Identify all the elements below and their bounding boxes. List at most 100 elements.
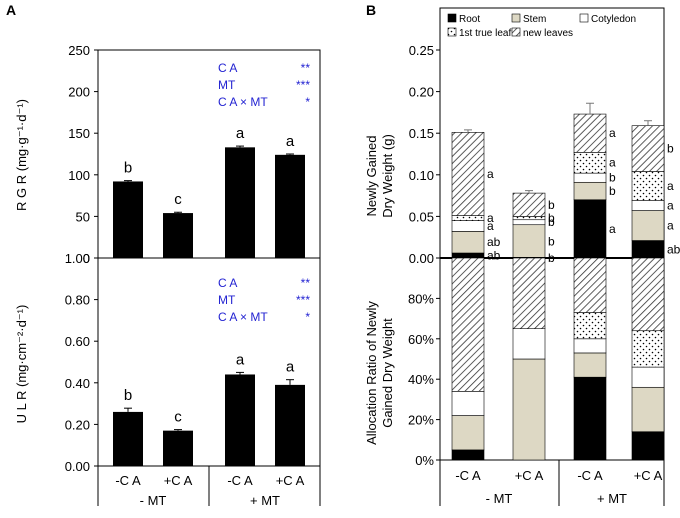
ratio-bar-new-leaves [573, 257, 607, 313]
panel-a-category-label: +C A [276, 473, 305, 488]
ulr-bar [275, 384, 305, 466]
weight-bar-first-true-leaf [573, 152, 607, 174]
weight-sig-letter-new-leaves: a [609, 126, 616, 140]
ratio-ylabel-line1: Allocation Ratio of Newly [364, 301, 379, 445]
rgr-stat-sig: * [305, 95, 310, 109]
weight-bar-first-true-leaf [631, 171, 665, 201]
ratio-bar-first-true-leaf [631, 330, 665, 368]
rgr-ytick-label: 0 [83, 251, 90, 266]
weight-sig-letter-first-true-leaf: a [667, 179, 674, 193]
panel-b-group-label: - MT [486, 491, 513, 506]
weight-sig-letter-root: ab [667, 242, 680, 256]
rgr-ytick-label: 100 [68, 168, 90, 183]
ratio-ylabel-line2: Gained Dry Weight [380, 318, 395, 428]
panel-b-group-label: + MT [597, 491, 627, 506]
weight-bar-stem [512, 224, 546, 259]
ratio-bar-root [631, 431, 665, 461]
ulr-ytick-label: 0.40 [65, 376, 90, 391]
ratio-ytick-label: 60% [408, 332, 434, 347]
rgr-stat-label: C A × MT [218, 95, 268, 109]
weight-sig-letter-cotyledon: a [667, 199, 674, 213]
rgr-stat-label: MT [218, 78, 236, 92]
legend-swatch-cotyledon [579, 13, 589, 23]
rgr-sig-letter: c [174, 191, 182, 208]
weight-sig-letter-first-true-leaf: a [609, 156, 616, 170]
ulr-stat-label: MT [218, 293, 236, 307]
ulr-stat-sig: * [305, 310, 310, 324]
weight-sig-letter-cotyledon: b [548, 215, 555, 229]
legend-label-cotyledon: Cotyledon [591, 14, 636, 25]
weight-bar-first-true-leaf [512, 216, 546, 221]
rgr-sig-letter: a [286, 133, 295, 150]
panel-b-category-label: -C A [455, 468, 481, 483]
weight-sig-letter-first-true-leaf: b [548, 211, 555, 225]
weight-ytick-label: 0.10 [409, 168, 434, 183]
ratio-bar-new-leaves [512, 257, 546, 329]
weight-bar-stem [631, 210, 665, 241]
weight-sig-letter-cotyledon: b [609, 171, 616, 185]
ulr-bar [113, 411, 143, 466]
weight-sig-letter-root: a [609, 222, 616, 236]
ratio-bar-root [451, 449, 485, 461]
weight-bar-stem [451, 231, 485, 254]
legend-swatch-stem [511, 13, 521, 23]
rgr-stat-sig: *** [296, 78, 310, 92]
ratio-bar-cotyledon [573, 338, 607, 354]
ratio-bar-cotyledon [512, 328, 546, 360]
rgr-sig-letter: a [236, 125, 245, 142]
weight-sig-letter-new-leaves: b [667, 142, 674, 156]
weight-ytick-label: 0.25 [409, 43, 434, 58]
panel-label-b: B [366, 2, 376, 18]
weight-sig-letter-stem: b [609, 184, 616, 198]
ratio-bar-cotyledon [631, 366, 665, 388]
panel-a-category-label: -C A [227, 473, 253, 488]
weight-sig-letter-stem: b [548, 234, 555, 248]
ulr-ylabel: U L R (mg·cm⁻²·d⁻¹) [14, 305, 29, 424]
ratio-bar-new-leaves [451, 257, 485, 392]
ratio-ytick-label: 80% [408, 291, 434, 306]
legend-label-stem: Stem [523, 14, 546, 25]
rgr-ytick-label: 250 [68, 43, 90, 58]
weight-ytick-label: 0.05 [409, 209, 434, 224]
weight-bar-root [573, 199, 607, 259]
ulr-sig-letter: b [124, 387, 132, 404]
rgr-bar [225, 147, 255, 258]
rgr-bar [275, 154, 305, 258]
rgr-bar [163, 213, 193, 258]
ratio-bar-cotyledon [451, 391, 485, 416]
ulr-stat-sig: *** [296, 293, 310, 307]
ulr-bar [225, 374, 255, 466]
weight-ytick-label: 0.20 [409, 85, 434, 100]
panel-b-category-label: +C A [634, 468, 663, 483]
panel-b-category-label: +C A [515, 468, 544, 483]
weight-sig-letter-stem: ab [487, 235, 501, 249]
ulr-ytick-label: 0.80 [65, 293, 90, 308]
panel-b-category-label: -C A [577, 468, 603, 483]
weight-bar-cotyledon [451, 220, 485, 232]
ulr-sig-letter: a [286, 359, 295, 376]
weight-bar-new-leaves [631, 125, 665, 172]
panel-a-category-label: +C A [164, 473, 193, 488]
ratio-ytick-label: 40% [408, 372, 434, 387]
rgr-ytick-label: 50 [76, 209, 90, 224]
weight-ytick-label: 0.15 [409, 126, 434, 141]
ulr-bar [163, 430, 193, 466]
ulr-ytick-label: 0.00 [65, 459, 90, 474]
panel-a-group-label: + MT [250, 493, 280, 508]
weight-bar-cotyledon [573, 172, 607, 183]
weight-bar-root [631, 240, 665, 259]
weight-bar-cotyledon [512, 219, 546, 226]
weight-sig-letter-stem: a [667, 219, 674, 233]
legend-swatch-new-leaves [511, 27, 521, 37]
rgr-ytick-label: 150 [68, 126, 90, 141]
rgr-stat-sig: ** [301, 61, 311, 75]
weight-sig-letter-new-leaves: b [548, 198, 555, 212]
ulr-stat-label: C A × MT [218, 310, 268, 324]
rgr-ytick-label: 200 [68, 85, 90, 100]
weight-bar-first-true-leaf [451, 215, 485, 221]
weight-ylabel-line2: Dry Weight (g) [380, 134, 395, 218]
weight-ytick-label: 0.00 [409, 251, 434, 266]
rgr-bar [113, 181, 143, 258]
weight-sig-letter-new-leaves: a [487, 167, 494, 181]
legend-label-root: Root [459, 14, 480, 25]
